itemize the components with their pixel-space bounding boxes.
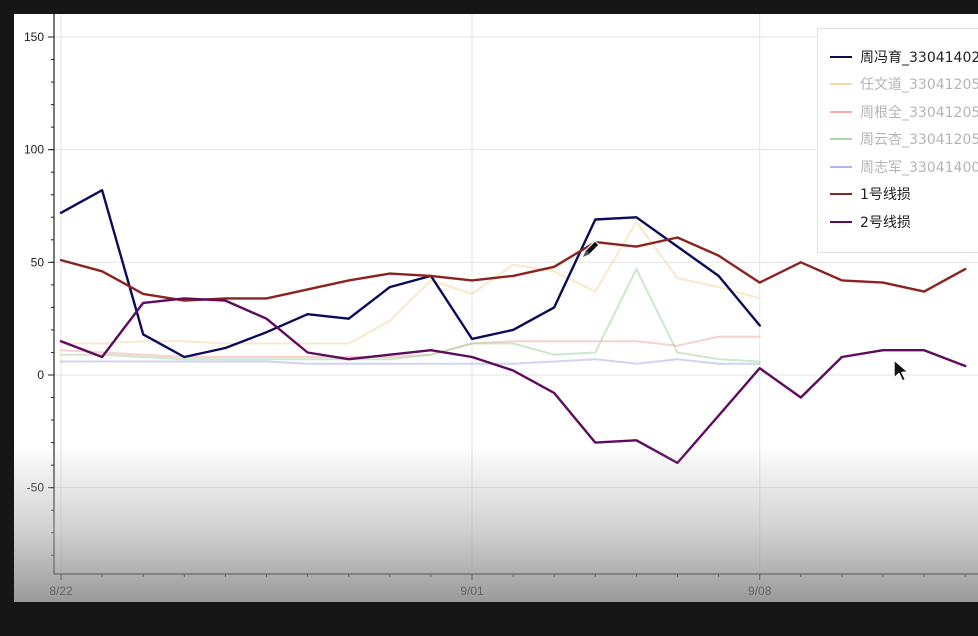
series-group: [59, 189, 967, 465]
x-tick-label: 9/08: [748, 584, 772, 598]
series-line-4[interactable]: [60, 358, 761, 365]
legend-label: 周志军_33041400: [860, 159, 978, 176]
legend-label: 周冯育_33041402: [860, 49, 978, 66]
legend-label: 2号线损: [860, 214, 911, 231]
x-tick-label: 9/01: [460, 584, 484, 598]
y-tick-label: -50: [27, 481, 45, 495]
series-line-3[interactable]: [60, 268, 761, 363]
series-line-6[interactable]: [59, 297, 967, 465]
series-line-2[interactable]: [60, 335, 761, 358]
legend-swatch: [830, 83, 852, 86]
legend-swatch: [830, 193, 852, 196]
series-line-0[interactable]: [59, 189, 761, 359]
legend-swatch: [830, 138, 852, 141]
y-tick-label: 150: [24, 30, 44, 44]
y-tick-label: 0: [37, 368, 44, 382]
legend-item-0[interactable]: 周冯育_33041402: [818, 43, 978, 71]
legend-item-4[interactable]: 周志军_33041400: [818, 153, 978, 181]
x-tick-label: 8/22: [49, 584, 73, 598]
y-tick-label: 50: [31, 255, 45, 269]
y-tick-label: 100: [24, 143, 44, 157]
legend-item-5[interactable]: 1号线损: [818, 181, 978, 209]
legend-item-3[interactable]: 周云杏_33041205: [818, 126, 978, 154]
legend-item-1[interactable]: 任文道_33041205: [818, 71, 978, 99]
legend-label: 1号线损: [860, 187, 911, 204]
arrow-cursor-icon: [893, 359, 909, 382]
legend-label: 周云杏_33041205: [860, 132, 978, 149]
series-line-1[interactable]: [60, 220, 761, 345]
legend-swatch: [830, 165, 852, 168]
legend-label: 周根全_33041205: [860, 104, 978, 121]
legend-swatch: [830, 55, 852, 58]
legend-label: 任文道_33041205: [860, 77, 978, 94]
chart-frame: 150 100 50 0 -50 8/22 9/01 9/08 周冯育_33041402 任文道…: [14, 14, 978, 602]
legend-swatch: [830, 220, 852, 223]
legend-item-6[interactable]: 2号线损: [818, 208, 978, 236]
pen-cursor-icon: [581, 240, 600, 259]
legend-swatch: [830, 110, 852, 113]
legend-item-2[interactable]: 周根全_33041205: [818, 98, 978, 126]
legend: 周冯育_33041402 任文道_33041205 周根全_33041205 周云杏_…: [817, 28, 978, 253]
